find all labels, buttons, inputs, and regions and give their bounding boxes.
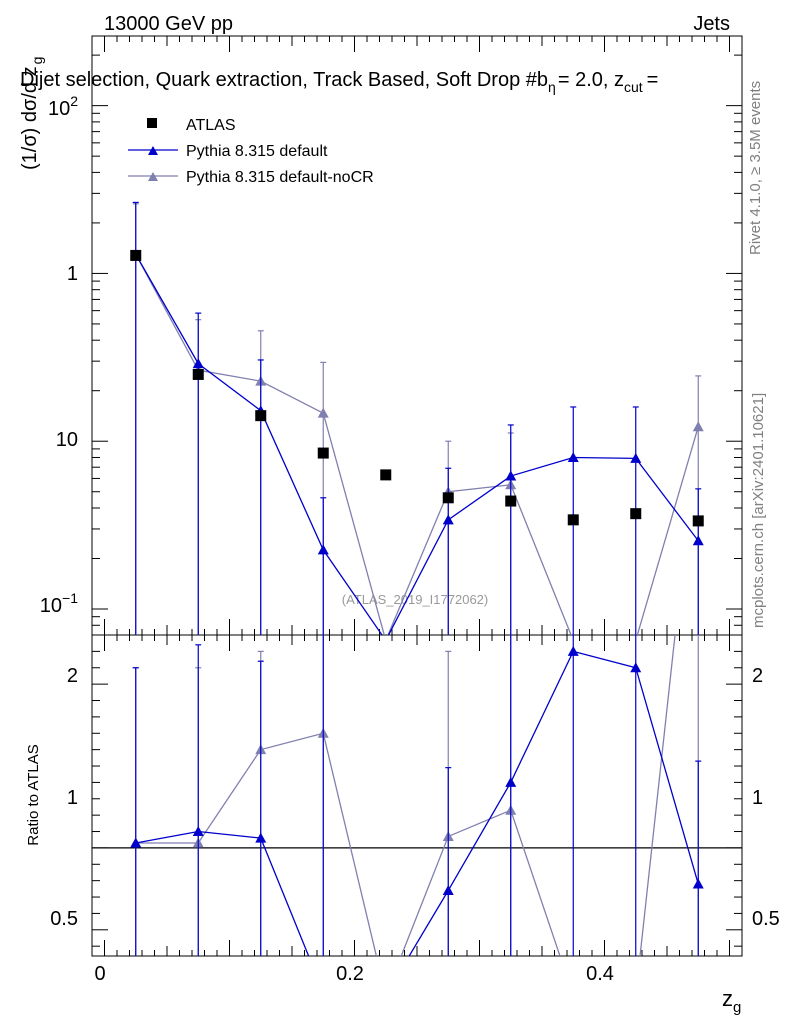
plot-title-tail: = 2.0, z — [558, 69, 624, 91]
plot-title: Dijet selection, Quark extraction, Track… — [20, 69, 658, 95]
ratio-marker-default — [567, 645, 579, 656]
xtick-0p2: 0.2 — [336, 963, 364, 985]
legend: ATLAS Pythia 8.315 default Pythia 8.315 … — [128, 117, 374, 186]
main-ylabel-text: (1/σ) dσ/d z — [19, 66, 41, 170]
xtick-0p4: 0.4 — [586, 963, 614, 985]
main-marker-default — [317, 544, 329, 555]
main-marker-atlas — [505, 495, 517, 507]
main-marker-default — [692, 535, 704, 546]
legend-marker-default — [148, 146, 158, 155]
legend-label-atlas: ATLAS — [186, 117, 236, 134]
rivet-label: Rivet 4.1.0, ≥ 3.5M events — [747, 81, 764, 255]
legend-label-default: Pythia 8.315 default — [186, 143, 328, 160]
ratio-marker-default — [692, 878, 704, 889]
xlabel-main: z — [722, 986, 733, 1011]
main-marker-atlas — [255, 410, 267, 422]
legend-label-nocr: Pythia 8.315 default-noCR — [186, 169, 374, 186]
mcplots-label: mcplots.cern.ch [arXiv:2401.10621] — [750, 393, 767, 628]
main-line-nocr — [135, 253, 699, 635]
watermark: (ATLAS_2019_I1772062) — [342, 592, 488, 607]
ratio-marker-default — [442, 884, 454, 895]
main-marker-atlas — [442, 492, 454, 504]
xtick-0: 0 — [94, 963, 105, 985]
main-marker-atlas — [380, 469, 392, 481]
main-marker-nocr — [317, 407, 329, 418]
main-plot — [130, 201, 704, 635]
ratio-marker-default — [192, 826, 204, 837]
ratio-marker-default — [130, 837, 142, 848]
ytick-label-10: 1 — [67, 263, 78, 285]
main-marker-atlas — [130, 249, 142, 261]
main-marker-atlas — [630, 508, 642, 520]
main-marker-nocr — [692, 421, 704, 432]
ytick-label-1: 10 — [56, 429, 78, 451]
main-marker-atlas — [567, 514, 579, 526]
ratio-ytick-1: 1 — [67, 787, 78, 809]
plot-title-eq: = — [647, 69, 659, 91]
main-ylabel: (1/σ) dσ/d zg — [19, 57, 45, 170]
ratio-ytick-1-right: 1 — [752, 787, 763, 809]
ratio-marker-default — [630, 662, 642, 673]
ratio-line-nocr — [135, 635, 676, 956]
main-marker-default — [442, 514, 454, 525]
ratio-ytick-0p5-right: 0.5 — [752, 908, 780, 930]
ratio-plot — [130, 635, 704, 956]
ytick-label-0p1: 10−1 — [40, 590, 78, 617]
ratio-marker-default — [255, 832, 267, 843]
main-ylabel-sub: g — [29, 57, 45, 65]
ratio-ticks — [92, 634, 742, 956]
main-marker-default — [567, 451, 579, 462]
legend-marker-atlas — [147, 118, 157, 128]
header-left: 13000 GeV pp — [104, 13, 233, 35]
main-marker-default — [505, 470, 517, 481]
main-line-default — [135, 253, 699, 635]
ratio-marker-default — [505, 776, 517, 787]
ytick-100-base: 10 — [48, 98, 70, 120]
plot-title-cut: cut — [624, 79, 643, 95]
main-marker-atlas — [192, 368, 204, 380]
ratio-ytick-2: 2 — [67, 665, 78, 687]
plot-title-main: Dijet selection, Quark extraction, Track… — [20, 69, 548, 91]
main-marker-default — [192, 358, 204, 369]
xlabel-sub: g — [733, 999, 741, 1016]
ytick-0p1-base: 10 — [40, 595, 62, 617]
legend-marker-nocr — [148, 172, 158, 181]
ytick-0p1-exp: −1 — [62, 590, 78, 606]
xlabel: zg — [722, 986, 741, 1016]
main-marker-atlas — [317, 447, 329, 459]
ytick-label-100: 102 — [48, 93, 78, 120]
main-marker-atlas — [692, 515, 704, 527]
header-right: Jets — [693, 13, 730, 35]
ratio-ytick-0p5: 0.5 — [50, 908, 78, 930]
ratio-ytick-2-right: 2 — [752, 665, 763, 687]
main-ticks — [92, 36, 742, 636]
ratio-frame — [91, 634, 743, 957]
plot-title-eta: η — [548, 79, 556, 95]
ytick-100-exp: 2 — [70, 93, 78, 109]
ratio-ylabel: Ratio to ATLAS — [25, 744, 42, 845]
main-marker-default — [630, 452, 642, 463]
ratio-line-default — [135, 650, 699, 956]
